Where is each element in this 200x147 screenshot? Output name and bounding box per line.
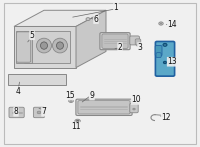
Text: 7: 7 [42,107,46,116]
FancyBboxPatch shape [76,99,132,116]
Text: 11: 11 [71,122,81,131]
Ellipse shape [36,38,52,53]
FancyBboxPatch shape [155,41,175,76]
Polygon shape [76,10,106,68]
Ellipse shape [75,119,80,123]
Text: 4: 4 [16,87,20,96]
Ellipse shape [159,22,163,25]
Polygon shape [14,26,76,68]
FancyBboxPatch shape [135,39,141,45]
Text: 15: 15 [65,91,75,100]
Text: 2: 2 [118,42,122,52]
FancyBboxPatch shape [130,36,139,45]
Ellipse shape [37,111,41,114]
Polygon shape [24,31,70,63]
Ellipse shape [133,108,135,110]
FancyBboxPatch shape [33,107,45,118]
Ellipse shape [164,44,166,45]
Text: 10: 10 [131,95,141,105]
Polygon shape [14,10,106,26]
Text: 9: 9 [90,91,94,100]
Text: 8: 8 [14,107,18,116]
Text: 12: 12 [161,113,171,122]
Ellipse shape [160,23,162,24]
Text: 3: 3 [138,42,142,52]
FancyBboxPatch shape [100,33,130,50]
Ellipse shape [40,42,48,49]
Polygon shape [16,31,32,63]
Ellipse shape [52,38,68,53]
FancyBboxPatch shape [102,34,128,48]
Ellipse shape [86,18,90,21]
Text: 13: 13 [167,57,177,66]
Text: 5: 5 [30,31,34,40]
Text: 14: 14 [167,20,177,30]
FancyBboxPatch shape [9,107,24,118]
Ellipse shape [163,61,167,64]
FancyBboxPatch shape [155,46,162,56]
Ellipse shape [76,120,79,122]
FancyBboxPatch shape [16,32,31,62]
Text: 6: 6 [94,15,98,24]
Ellipse shape [69,99,73,102]
Ellipse shape [70,100,72,101]
Ellipse shape [57,42,64,49]
Text: 1: 1 [114,3,118,12]
Ellipse shape [163,43,167,46]
Polygon shape [8,74,66,85]
FancyBboxPatch shape [78,101,130,114]
FancyBboxPatch shape [156,53,161,58]
FancyBboxPatch shape [130,103,138,113]
